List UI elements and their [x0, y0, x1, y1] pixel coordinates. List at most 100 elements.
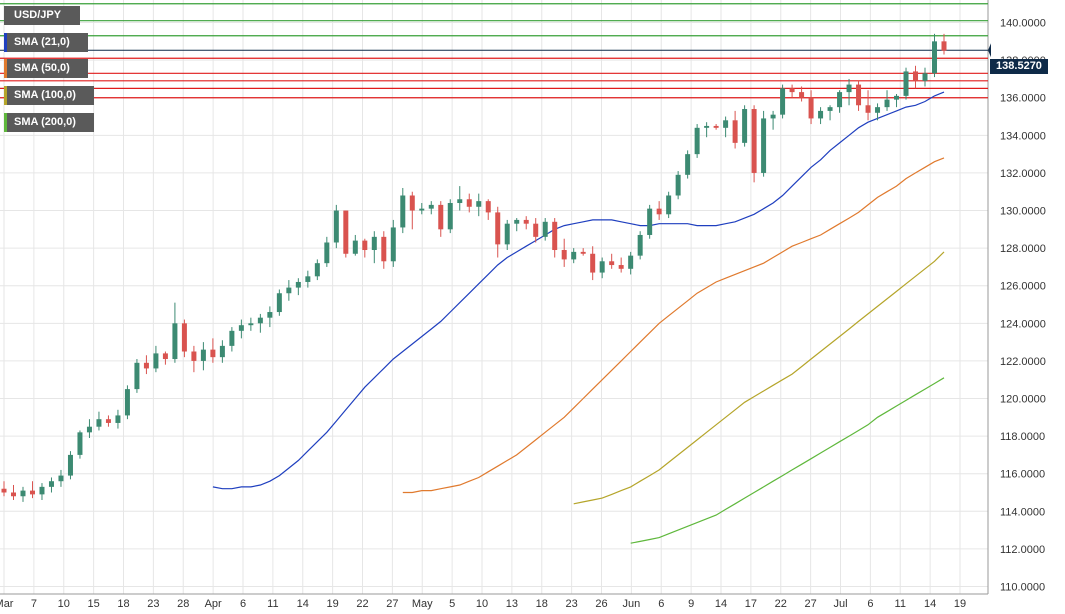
candle-body	[115, 415, 121, 423]
candle-body	[884, 99, 890, 108]
sma-21-line	[212, 91, 945, 490]
y-tick-label: 122.0000	[1000, 356, 1046, 368]
candle-body	[485, 201, 491, 213]
candle-body	[704, 125, 710, 128]
candle-body	[666, 195, 672, 215]
candle-body	[466, 199, 472, 207]
candle-body	[799, 92, 805, 98]
legend-label: SMA (200,0)	[14, 116, 76, 128]
legend-item-sma-200[interactable]: SMA (200,0)	[4, 113, 94, 132]
candle-body	[552, 221, 558, 251]
candle-body	[238, 325, 244, 331]
candle-body	[580, 251, 586, 254]
candle-body	[267, 312, 273, 318]
candle-body	[723, 120, 729, 128]
candle-body	[1, 488, 7, 493]
legend-item-sma-50[interactable]: SMA (50,0)	[4, 59, 88, 78]
legend-swatch	[4, 59, 7, 78]
candle-body	[533, 223, 539, 237]
candle-body	[305, 276, 311, 282]
candle-body	[229, 330, 235, 346]
sma-50-line	[402, 157, 945, 494]
candle-body	[742, 109, 748, 143]
candle-body	[400, 195, 406, 228]
legend-item-sma-100[interactable]: SMA (100,0)	[4, 86, 94, 105]
x-tick-label: May	[412, 598, 433, 610]
candle-body	[561, 250, 567, 260]
candle-body	[314, 263, 320, 277]
candle-body	[770, 114, 776, 119]
x-tick-label: 14	[297, 598, 309, 610]
candle-body	[590, 253, 596, 273]
y-tick-label: 114.0000	[1000, 506, 1045, 518]
candle-body	[571, 251, 577, 260]
candle-body	[162, 353, 168, 360]
x-tick-label: 27	[805, 598, 817, 610]
x-tick-label: 28	[177, 598, 189, 610]
candle-body	[295, 281, 301, 288]
x-tick-label: 23	[147, 598, 159, 610]
candle-body	[495, 212, 501, 245]
candle-body	[343, 210, 349, 254]
x-tick-label: 18	[117, 598, 129, 610]
x-tick-label: 18	[536, 598, 548, 610]
candle-body	[941, 41, 947, 51]
candle-body	[457, 199, 463, 204]
legend-item-usdjpy[interactable]: USD/JPY	[4, 6, 80, 25]
candle-body	[628, 255, 634, 269]
candle-body	[428, 204, 434, 209]
candle-body	[200, 349, 206, 361]
x-tick-label: 10	[476, 598, 488, 610]
candle-body	[48, 481, 54, 487]
x-tick-label: 14	[715, 598, 727, 610]
candle-body	[324, 242, 330, 264]
candle-body	[865, 105, 871, 113]
x-tick-label: 5	[449, 598, 455, 610]
candle-body	[67, 454, 73, 476]
y-tick-label: 110.0000	[1000, 581, 1045, 593]
candle-body	[504, 223, 510, 245]
x-tick-label: 11	[267, 598, 278, 610]
candle-body	[257, 317, 263, 324]
candle-body	[172, 323, 178, 360]
candle-body	[20, 490, 26, 497]
y-tick-label: 116.0000	[1000, 469, 1045, 481]
candle-body	[419, 208, 425, 211]
legend-swatch	[4, 33, 7, 52]
candle-body	[143, 362, 149, 369]
x-tick-label: 10	[58, 598, 70, 610]
candle-body	[780, 88, 786, 115]
candle-body	[827, 107, 833, 111]
candle-body	[381, 236, 387, 262]
candle-body	[39, 486, 45, 495]
candle-body	[438, 204, 444, 230]
x-tick-label: 19	[954, 598, 966, 610]
legend-item-sma-21[interactable]: SMA (21,0)	[4, 33, 88, 52]
candle-body	[637, 234, 643, 256]
candle-body	[542, 221, 548, 237]
candle-body	[105, 419, 111, 423]
price-tag-pointer	[988, 43, 991, 58]
y-tick-label: 126.0000	[1000, 281, 1046, 293]
candle-body	[875, 107, 881, 113]
candle-body	[609, 261, 615, 266]
x-tick-label: Jun	[623, 598, 641, 610]
x-tick-label: 6	[240, 598, 246, 610]
candle-body	[210, 349, 216, 358]
candle-body	[751, 109, 757, 173]
candle-body	[856, 84, 862, 106]
candle-body	[837, 92, 843, 108]
candle-body	[276, 293, 282, 313]
candle-body	[523, 219, 529, 224]
x-tick-label: 17	[745, 598, 757, 610]
legend-label: SMA (100,0)	[14, 89, 76, 101]
candle-body	[447, 203, 453, 230]
candle-body	[732, 120, 738, 143]
candle-body	[409, 195, 415, 211]
candle-body	[922, 73, 928, 81]
candle-body	[656, 208, 662, 215]
candle-body	[153, 353, 159, 369]
y-tick-label: 128.0000	[1000, 243, 1046, 255]
candle-body	[134, 362, 140, 390]
